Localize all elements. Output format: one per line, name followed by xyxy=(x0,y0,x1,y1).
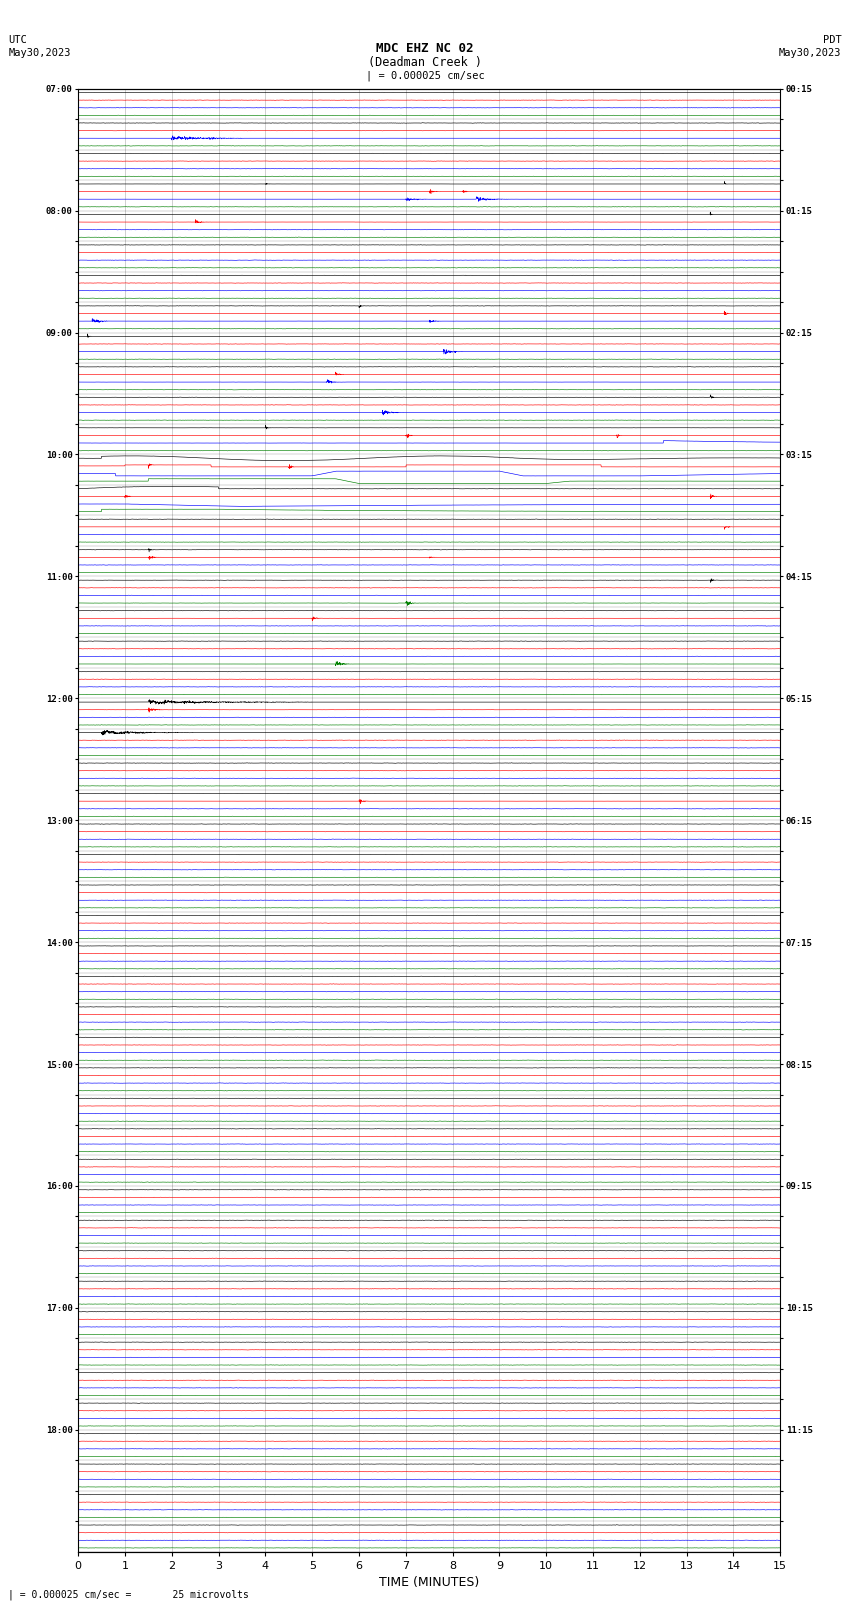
Text: May30,2023: May30,2023 xyxy=(779,48,842,58)
Text: | = 0.000025 cm/sec =       25 microvolts: | = 0.000025 cm/sec = 25 microvolts xyxy=(8,1589,249,1600)
Text: | = 0.000025 cm/sec: | = 0.000025 cm/sec xyxy=(366,71,484,82)
Text: May30,2023: May30,2023 xyxy=(8,48,71,58)
Text: MDC EHZ NC 02: MDC EHZ NC 02 xyxy=(377,42,473,55)
Text: PDT: PDT xyxy=(823,35,842,45)
X-axis label: TIME (MINUTES): TIME (MINUTES) xyxy=(379,1576,479,1589)
Text: UTC: UTC xyxy=(8,35,27,45)
Text: (Deadman Creek ): (Deadman Creek ) xyxy=(368,56,482,69)
